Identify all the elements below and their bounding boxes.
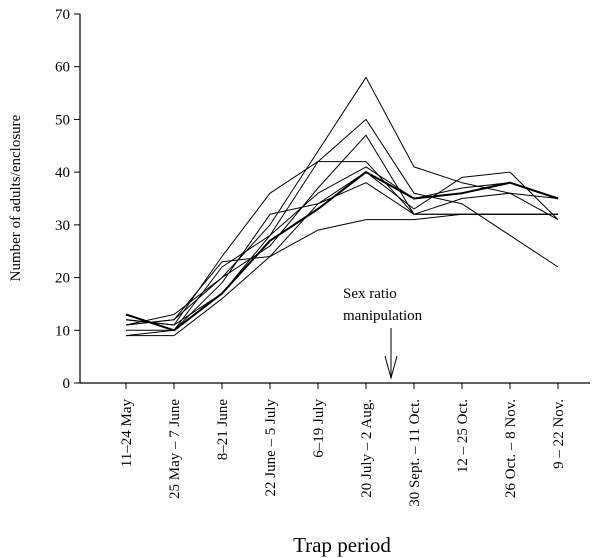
y-axis-title: Number of adults/enclosure bbox=[8, 114, 24, 281]
annotation: Sex ratio manipulation bbox=[343, 286, 423, 380]
series-line-6 bbox=[125, 182, 558, 337]
x-axis-title: Trap period bbox=[293, 533, 391, 557]
annotation-arrow-head bbox=[384, 355, 398, 380]
x-tick-label: 12 – 25 Oct. bbox=[455, 399, 471, 473]
series-lines bbox=[125, 76, 559, 337]
y-tick-label: 70 bbox=[55, 7, 70, 23]
x-tick-label: 22 June – 5 July bbox=[263, 399, 279, 497]
x-tick-label: 20 July – 2 Aug. bbox=[359, 399, 375, 498]
x-tick-label: 6–19 July bbox=[311, 399, 327, 458]
series-line-4 bbox=[125, 76, 559, 326]
x-tick-label: 9 – 22 Nov. bbox=[551, 399, 567, 469]
y-tick-label: 20 bbox=[55, 271, 70, 287]
y-tick-label: 10 bbox=[55, 323, 70, 339]
y-ticks: 0 10 20 30 40 50 60 70 bbox=[55, 7, 80, 392]
y-tick-label: 0 bbox=[63, 376, 71, 392]
y-tick-label: 40 bbox=[55, 165, 70, 181]
y-tick-label: 30 bbox=[55, 218, 70, 234]
y-tick-label: 50 bbox=[55, 112, 70, 128]
y-tick-label: 60 bbox=[55, 60, 70, 76]
x-tick-label: 25 May – 7 June bbox=[167, 399, 183, 499]
x-tick-label: 26 Oct. – 8 Nov. bbox=[503, 399, 519, 498]
axes bbox=[79, 14, 590, 384]
series-line-2 bbox=[125, 171, 559, 326]
series-line-9 bbox=[125, 171, 559, 332]
series-line-8 bbox=[126, 166, 559, 331]
series-line-7 bbox=[125, 134, 558, 326]
series-line-5 bbox=[125, 118, 559, 326]
annotation-line-1: Sex ratio bbox=[343, 286, 397, 302]
x-ticks: 11–24 May 25 May – 7 June 8–21 June 22 June… bbox=[119, 383, 567, 507]
x-tick-label: 11–24 May bbox=[119, 399, 135, 468]
x-tick-label: 8–21 June bbox=[215, 399, 231, 461]
x-tick-label: 30 Sept. – 11 Oct. bbox=[407, 399, 423, 507]
annotation-line-2: manipulation bbox=[343, 308, 423, 324]
